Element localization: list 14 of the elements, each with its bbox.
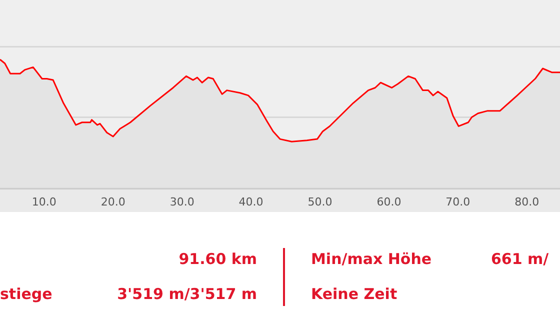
x-tick-label: 30.0: [170, 195, 194, 208]
text: 661 m/: [491, 250, 549, 268]
text: stiege: [0, 285, 52, 303]
x-tick-label: 40.0: [238, 195, 264, 208]
x-tick-label: 60.0: [376, 195, 402, 208]
x-tick-label: 80.0: [514, 195, 540, 208]
x-tick-label: 70.0: [446, 195, 470, 208]
text: 91.60 km: [178, 250, 257, 268]
x-tick-label: 10.0: [32, 195, 56, 208]
text: 3'519 m/3'517 m: [117, 285, 257, 303]
text: Min/max Höhe: [311, 250, 432, 268]
x-tick-label: 50.0: [308, 195, 332, 208]
text: Keine Zeit: [311, 285, 398, 303]
x-tick-label: 20.0: [100, 195, 126, 208]
